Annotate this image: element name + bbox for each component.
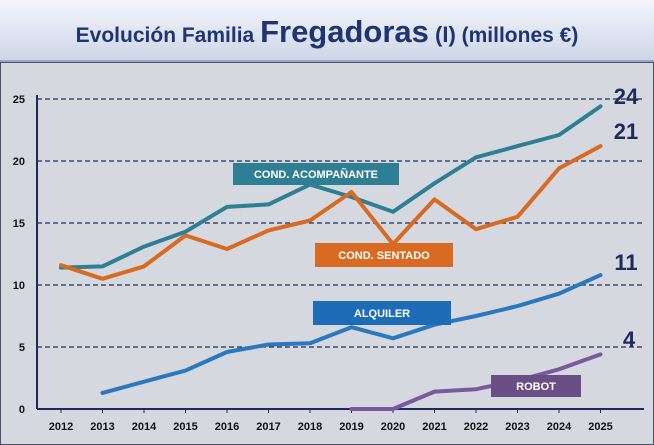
end-value-label-1: 21: [614, 119, 638, 144]
x-tick-label-2015: 2015: [173, 421, 197, 433]
x-tick-label-2017: 2017: [256, 421, 280, 433]
y-tick-label-20: 20: [13, 156, 25, 168]
x-tick-label-2024: 2024: [547, 421, 572, 433]
y-tick-label-10: 10: [13, 280, 25, 292]
end-value-label-2: 11: [614, 250, 637, 275]
title-part4: (millones €): [455, 24, 579, 47]
series-label-2: ALQUILER: [354, 308, 410, 320]
series-label-1: COND. SENTADO: [338, 250, 430, 262]
x-tick-label-2016: 2016: [215, 421, 239, 433]
x-tick-label-2013: 2013: [90, 421, 114, 433]
title-bar: [0, 0, 654, 62]
end-value-label-3: 4: [623, 327, 636, 352]
x-tick-label-2022: 2022: [464, 421, 488, 433]
title-part1: Evolución Familia: [75, 24, 261, 47]
series-label-0: COND. ACOMPAÑANTE: [254, 168, 378, 181]
x-tick-label-2019: 2019: [339, 421, 363, 433]
y-tick-label-5: 5: [19, 342, 25, 354]
y-tick-label-0: 0: [19, 404, 25, 416]
end-value-label-0: 24: [614, 84, 639, 109]
title-part2: Fregadoras: [260, 14, 429, 49]
x-tick-label-2018: 2018: [298, 421, 322, 433]
title-part3: (I): [428, 22, 456, 47]
x-tick-label-2020: 2020: [381, 421, 405, 433]
series-line-0: [59, 104, 603, 270]
chart-title: Evolución Familia Fregadoras (I) (millon…: [0, 0, 654, 62]
series-line-3: [349, 352, 603, 411]
series-label-box-2: [313, 301, 451, 325]
x-tick-label-2025: 2025: [588, 421, 612, 433]
y-tick-label-25: 25: [13, 94, 25, 106]
chart-panel: 0 5 10 15 20 25 2012 2013 2014 2015 2016 2017 2018 20…: [0, 62, 654, 445]
x-tick-label-2021: 2021: [422, 421, 446, 433]
series-label-3: ROBOT: [516, 381, 556, 393]
x-tick-label-2014: 2014: [132, 421, 157, 433]
series-line-2: [100, 273, 603, 395]
y-tick-label-15: 15: [13, 218, 25, 230]
x-tick-label-2023: 2023: [505, 421, 529, 433]
series-label-box-3: [491, 375, 581, 397]
series-label-box-1: [315, 243, 453, 267]
x-tick-label-2012: 2012: [49, 421, 73, 433]
series-label-box-0: [233, 163, 399, 185]
series-line-1: [59, 144, 603, 281]
